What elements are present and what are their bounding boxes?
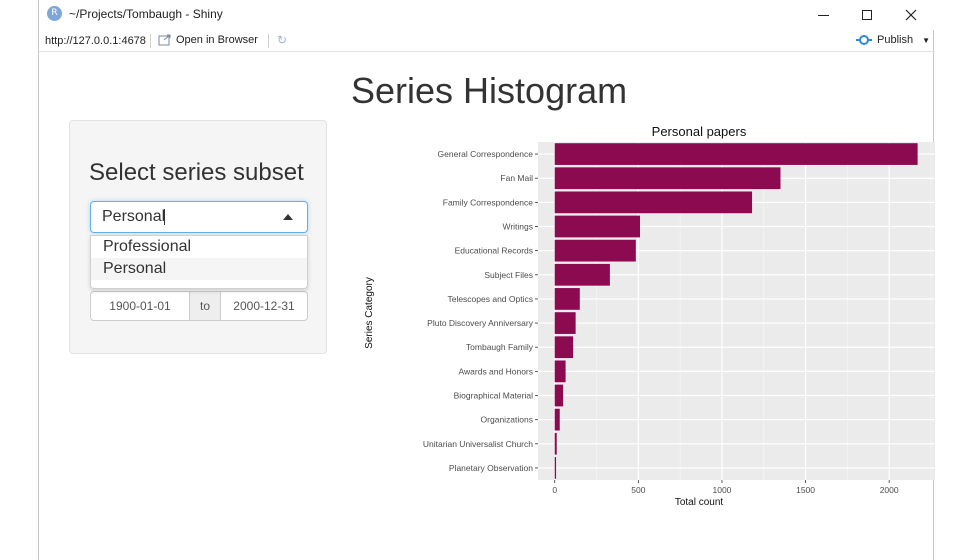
- y-axis-title: Series Category: [364, 277, 375, 349]
- open-in-browser-button[interactable]: Open in Browser: [158, 34, 258, 46]
- bar: [554, 191, 753, 214]
- close-icon: [905, 9, 917, 21]
- y-tick-label: Writings: [502, 222, 533, 232]
- maximize-button[interactable]: [845, 0, 889, 30]
- publish-label: Publish: [877, 34, 914, 46]
- bar: [554, 384, 564, 407]
- app-window: R ~/Projects/Tombaugh - Shiny http://127…: [38, 0, 935, 560]
- minimize-icon: [817, 14, 829, 16]
- publish-icon: [856, 35, 872, 45]
- bar: [554, 312, 576, 334]
- bar: [554, 288, 580, 310]
- open-browser-icon: [158, 34, 171, 46]
- y-tick-label: Educational Records: [455, 246, 533, 256]
- chart-title: Personal papers: [652, 124, 747, 139]
- y-tick-label: Subject Files: [484, 270, 533, 280]
- bar: [554, 143, 918, 165]
- text-cursor: [164, 209, 165, 225]
- minimize-button[interactable]: [801, 0, 845, 30]
- bar: [554, 408, 560, 431]
- maximize-icon: [862, 10, 872, 20]
- url-text[interactable]: http://127.0.0.1:4678: [45, 35, 146, 47]
- option-personal[interactable]: Personal: [91, 258, 307, 280]
- histogram-chart: Personal papers Series Category Total co…: [364, 124, 935, 508]
- page-title: Series Histogram: [351, 70, 628, 111]
- sidebar-panel: Select series subset Personal Profession…: [69, 120, 327, 354]
- sidebar-heading: Select series subset: [89, 159, 304, 186]
- select-dropdown: Professional Personal: [90, 235, 308, 289]
- y-tick-label: Unitarian Universalist Church: [423, 439, 533, 449]
- toolbar-divider: [268, 34, 269, 48]
- toolbar-divider: [150, 34, 151, 48]
- title-bar: R ~/Projects/Tombaugh - Shiny: [39, 0, 935, 30]
- x-tick-label: 2000: [880, 485, 899, 495]
- series-select[interactable]: Personal: [90, 201, 308, 233]
- bar: [554, 263, 610, 286]
- select-current-value: Personal: [102, 208, 166, 225]
- x-tick-label: 500: [631, 485, 645, 495]
- start-date-field[interactable]: 1900-01-01: [90, 291, 190, 321]
- y-tick-label: Fan Mail: [500, 173, 533, 183]
- x-tick-label: 1500: [796, 485, 815, 495]
- y-tick-label: Biographical Material: [454, 391, 533, 401]
- x-tick-label: 1000: [712, 485, 731, 495]
- y-tick-label: Planetary Observation: [449, 463, 533, 473]
- y-tick-label: Tombaugh Family: [466, 342, 534, 352]
- chevron-down-icon[interactable]: ▼: [922, 35, 930, 45]
- bar: [554, 215, 641, 238]
- x-tick-label: 0: [552, 485, 557, 495]
- publish-button[interactable]: Publish ▼: [856, 34, 930, 46]
- date-separator: to: [190, 291, 220, 321]
- y-tick-label: Telescopes and Optics: [447, 294, 533, 304]
- open-in-browser-label: Open in Browser: [176, 34, 258, 46]
- window-title: ~/Projects/Tombaugh - Shiny: [69, 7, 223, 21]
- bar: [554, 167, 781, 190]
- address-bar: http://127.0.0.1:4678 Open in Browser ↻ …: [39, 30, 935, 52]
- chevron-up-icon[interactable]: [283, 214, 293, 220]
- bar: [554, 432, 557, 455]
- r-logo-icon: R: [47, 6, 62, 21]
- option-professional[interactable]: Professional: [103, 238, 192, 255]
- y-tick-label: Organizations: [481, 415, 533, 425]
- bar: [554, 457, 557, 479]
- y-tick-label: Family Correspondence: [443, 197, 534, 207]
- y-tick-label: Pluto Discovery Anniversary: [427, 318, 534, 328]
- bar: [554, 360, 566, 383]
- bar: [554, 336, 574, 359]
- y-tick-label: Awards and Honors: [459, 366, 534, 376]
- close-button[interactable]: [889, 0, 933, 30]
- bar: [554, 239, 636, 262]
- date-range-input: 1900-01-01 to 2000-12-31: [90, 291, 308, 321]
- end-date-field[interactable]: 2000-12-31: [220, 291, 308, 321]
- refresh-icon[interactable]: ↻: [277, 33, 288, 47]
- y-tick-label: General Correspondence: [438, 149, 534, 159]
- x-axis-title: Total count: [675, 497, 724, 508]
